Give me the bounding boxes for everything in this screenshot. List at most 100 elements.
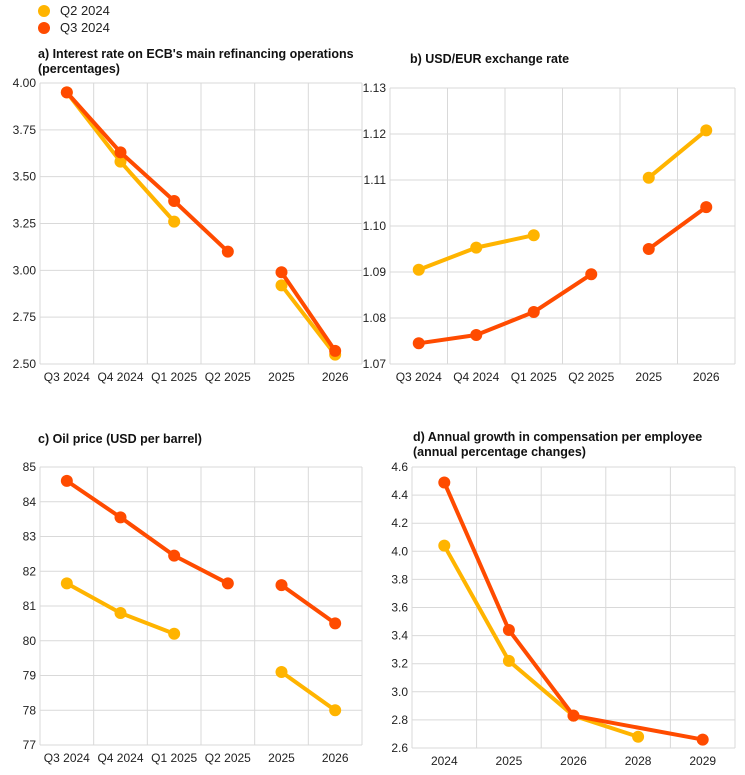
x-tick-label: 2028 — [625, 754, 652, 768]
data-point — [168, 627, 181, 640]
y-tick-label: 1.11 — [364, 173, 387, 187]
chart-a-title: a) Interest rate on ECB's main refinanci… — [38, 47, 354, 77]
y-tick-label: 1.09 — [363, 265, 387, 279]
series-line-q2-2024 — [279, 284, 337, 356]
y-tick-label: 81 — [23, 599, 37, 613]
x-tick-label: 2026 — [560, 754, 587, 768]
data-point — [696, 733, 709, 746]
data-point — [527, 306, 540, 319]
data-point — [470, 241, 483, 254]
x-tick-label: 2029 — [689, 754, 716, 768]
data-point — [60, 86, 73, 99]
data-point — [527, 229, 540, 242]
data-point — [412, 263, 425, 276]
series-line-q3-2024 — [279, 271, 337, 353]
data-point — [700, 201, 713, 214]
data-point — [329, 344, 342, 357]
data-point — [168, 549, 181, 562]
data-point — [502, 654, 515, 667]
data-point — [60, 577, 73, 590]
y-tick-label: 1.08 — [363, 311, 387, 325]
title-text: d) Annual growth in compensation per emp… — [413, 430, 703, 444]
series-line-q2-2024 — [647, 128, 708, 180]
x-tick-label: 2025 — [635, 370, 662, 384]
x-tick-label: 2025 — [268, 370, 295, 384]
data-point — [502, 623, 515, 636]
data-point — [114, 606, 127, 619]
data-point — [642, 171, 655, 184]
data-point — [275, 666, 288, 679]
y-tick-label: 2.6 — [391, 741, 408, 755]
x-tick-label: 2026 — [693, 370, 720, 384]
y-tick-label: 2.50 — [13, 357, 37, 371]
y-tick-label: 3.00 — [13, 263, 37, 277]
x-tick-label: Q4 2024 — [97, 370, 143, 384]
subtitle-text: (percentages) — [38, 62, 120, 76]
data-point — [275, 579, 288, 592]
series-line-q3-2024 — [418, 272, 593, 346]
series-line-q3-2024 — [442, 481, 704, 742]
chart-b-title: b) USD/EUR exchange rate — [410, 52, 569, 67]
y-tick-label: 82 — [23, 564, 37, 578]
y-tick-label: 85 — [23, 460, 37, 474]
data-point — [329, 704, 342, 717]
y-tick-label: 3.6 — [391, 601, 408, 615]
title-text: c) Oil price (USD per barrel) — [38, 432, 202, 446]
y-tick-label: 80 — [23, 634, 37, 648]
y-tick-label: 3.0 — [391, 685, 408, 699]
x-tick-label: Q2 2025 — [568, 370, 614, 384]
y-tick-label: 77 — [23, 738, 37, 752]
series-line-q2-2024 — [442, 544, 639, 739]
y-tick-label: 2.8 — [391, 713, 408, 727]
x-tick-label: Q4 2024 — [453, 370, 499, 384]
chart-d-title: d) Annual growth in compensation per emp… — [413, 430, 702, 460]
data-point — [221, 577, 234, 590]
x-tick-label: Q1 2025 — [511, 370, 557, 384]
y-tick-label: 4.0 — [391, 544, 408, 558]
y-tick-label: 4.2 — [391, 516, 408, 530]
x-tick-label: Q3 2024 — [396, 370, 442, 384]
legend-item-q2-2024: Q2 2024 — [38, 2, 110, 19]
data-point — [585, 268, 598, 281]
series-line-q3-2024 — [647, 205, 708, 251]
x-tick-label: 2026 — [322, 751, 349, 765]
y-tick-label: 2.75 — [13, 310, 37, 324]
data-point — [114, 511, 127, 524]
title-text: a) Interest rate on ECB's main refinanci… — [38, 47, 354, 61]
data-point — [114, 155, 127, 168]
x-tick-label: 2025 — [496, 754, 523, 768]
data-point — [60, 474, 73, 487]
y-tick-label: 4.6 — [391, 460, 408, 474]
chart-c: 77 78 79 80 81 82 83 84 85 Q3 2024 Q4 2024 Q1 2025 Q… — [23, 460, 363, 765]
subtitle-text: (annual percentage changes) — [413, 445, 586, 459]
data-point — [642, 243, 655, 255]
x-tick-label: Q3 2024 — [44, 751, 90, 765]
title-text: b) USD/EUR exchange rate — [410, 52, 570, 66]
legend-item-q3-2024: Q3 2024 — [38, 19, 110, 36]
x-tick-label: 2025 — [268, 751, 295, 765]
series-line-q3-2024 — [65, 479, 229, 586]
x-tick-label: 2024 — [431, 754, 458, 768]
chart-c-title: c) Oil price (USD per barrel) — [38, 432, 202, 447]
data-point — [470, 329, 483, 342]
y-tick-label: 3.50 — [13, 170, 37, 184]
y-tick-label: 1.07 — [363, 357, 387, 371]
data-point — [168, 195, 181, 208]
y-tick-label: 1.12 — [363, 127, 387, 141]
y-tick-label: 3.75 — [13, 123, 37, 137]
data-point — [275, 266, 288, 279]
x-tick-label: Q4 2024 — [97, 751, 143, 765]
series-line-q3-2024 — [65, 91, 230, 254]
data-point — [329, 617, 342, 630]
y-tick-label: 4.00 — [13, 76, 37, 90]
y-tick-label: 84 — [23, 495, 37, 509]
chart-a: 2.50 2.75 3.00 3.25 3.50 3.75 4.00 Q3 2024 Q4 20… — [13, 76, 363, 384]
data-point — [700, 124, 713, 137]
legend-label: Q3 2024 — [60, 20, 110, 35]
data-point — [632, 730, 645, 743]
y-tick-label: 1.10 — [363, 219, 387, 233]
y-tick-label: 83 — [23, 530, 37, 544]
series-line-q3-2024 — [280, 583, 337, 626]
